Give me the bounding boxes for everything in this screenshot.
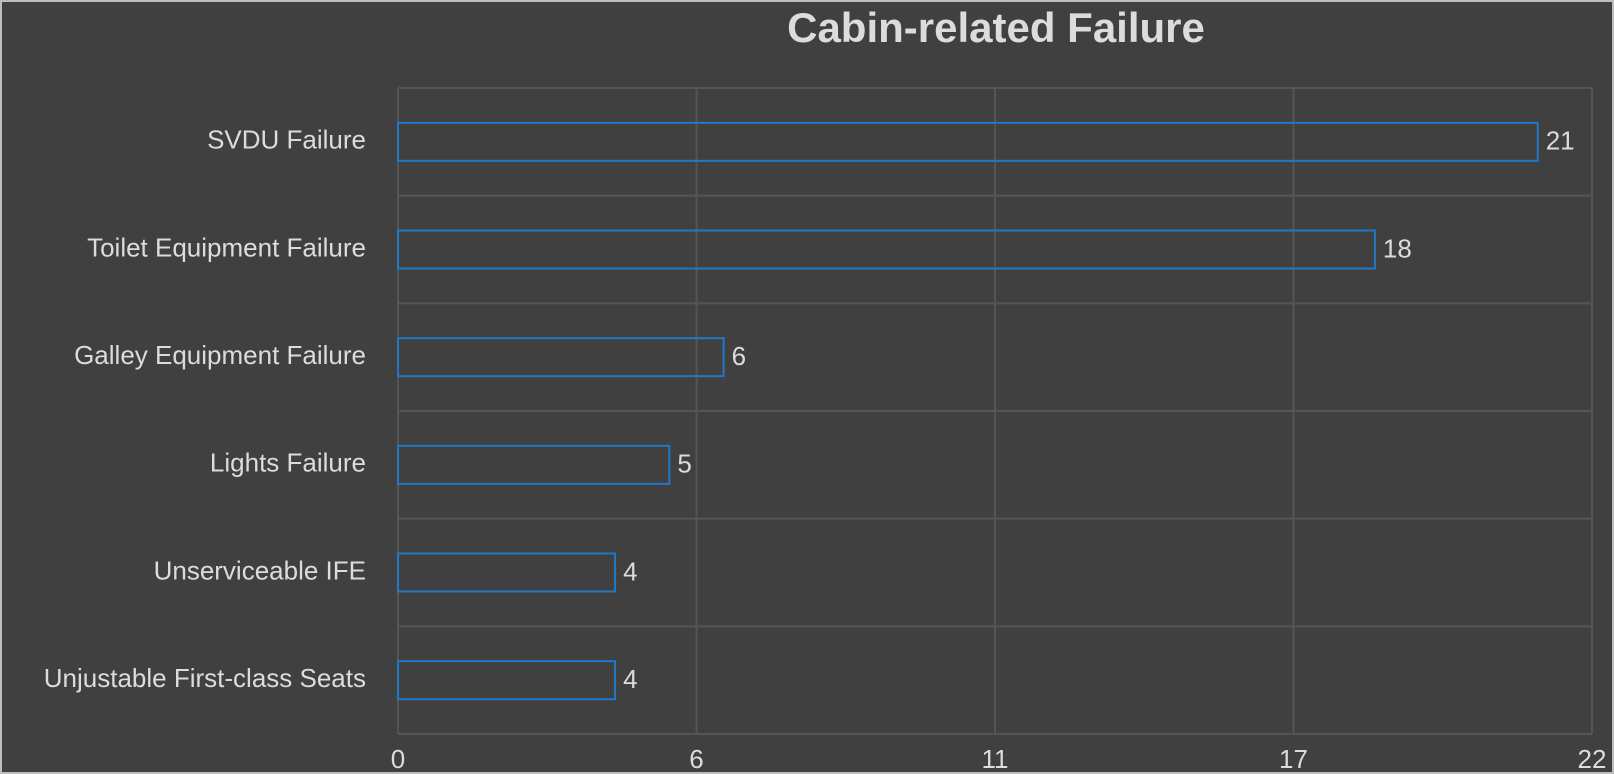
data-label: 4 [623, 664, 637, 694]
bar [397, 660, 617, 701]
y-tick-label: SVDU Failure [207, 125, 366, 155]
x-tick-label: 0 [391, 744, 405, 774]
y-tick-label: Lights Failure [210, 448, 366, 478]
x-tick-label: 17 [1279, 744, 1308, 774]
x-tick-label: 6 [689, 744, 703, 774]
data-label: 6 [732, 341, 746, 371]
bar [397, 552, 617, 593]
y-tick-label: Unserviceable IFE [154, 555, 366, 585]
x-tick-label: 22 [1578, 744, 1607, 774]
chart-title: Cabin-related Failure [787, 4, 1205, 51]
data-label: 4 [623, 556, 637, 586]
y-tick-label: Galley Equipment Failure [74, 340, 366, 370]
bar [397, 444, 671, 485]
x-tick-label: 11 [982, 744, 1009, 774]
data-label: 21 [1546, 126, 1575, 156]
data-label: 5 [677, 449, 691, 479]
data-label: 18 [1383, 233, 1412, 263]
bar [397, 337, 725, 378]
y-tick-label: Toilet Equipment Failure [87, 232, 366, 262]
bar [397, 229, 1376, 270]
bar [397, 121, 1539, 162]
y-tick-label: Unjustable First-class Seats [44, 663, 366, 693]
